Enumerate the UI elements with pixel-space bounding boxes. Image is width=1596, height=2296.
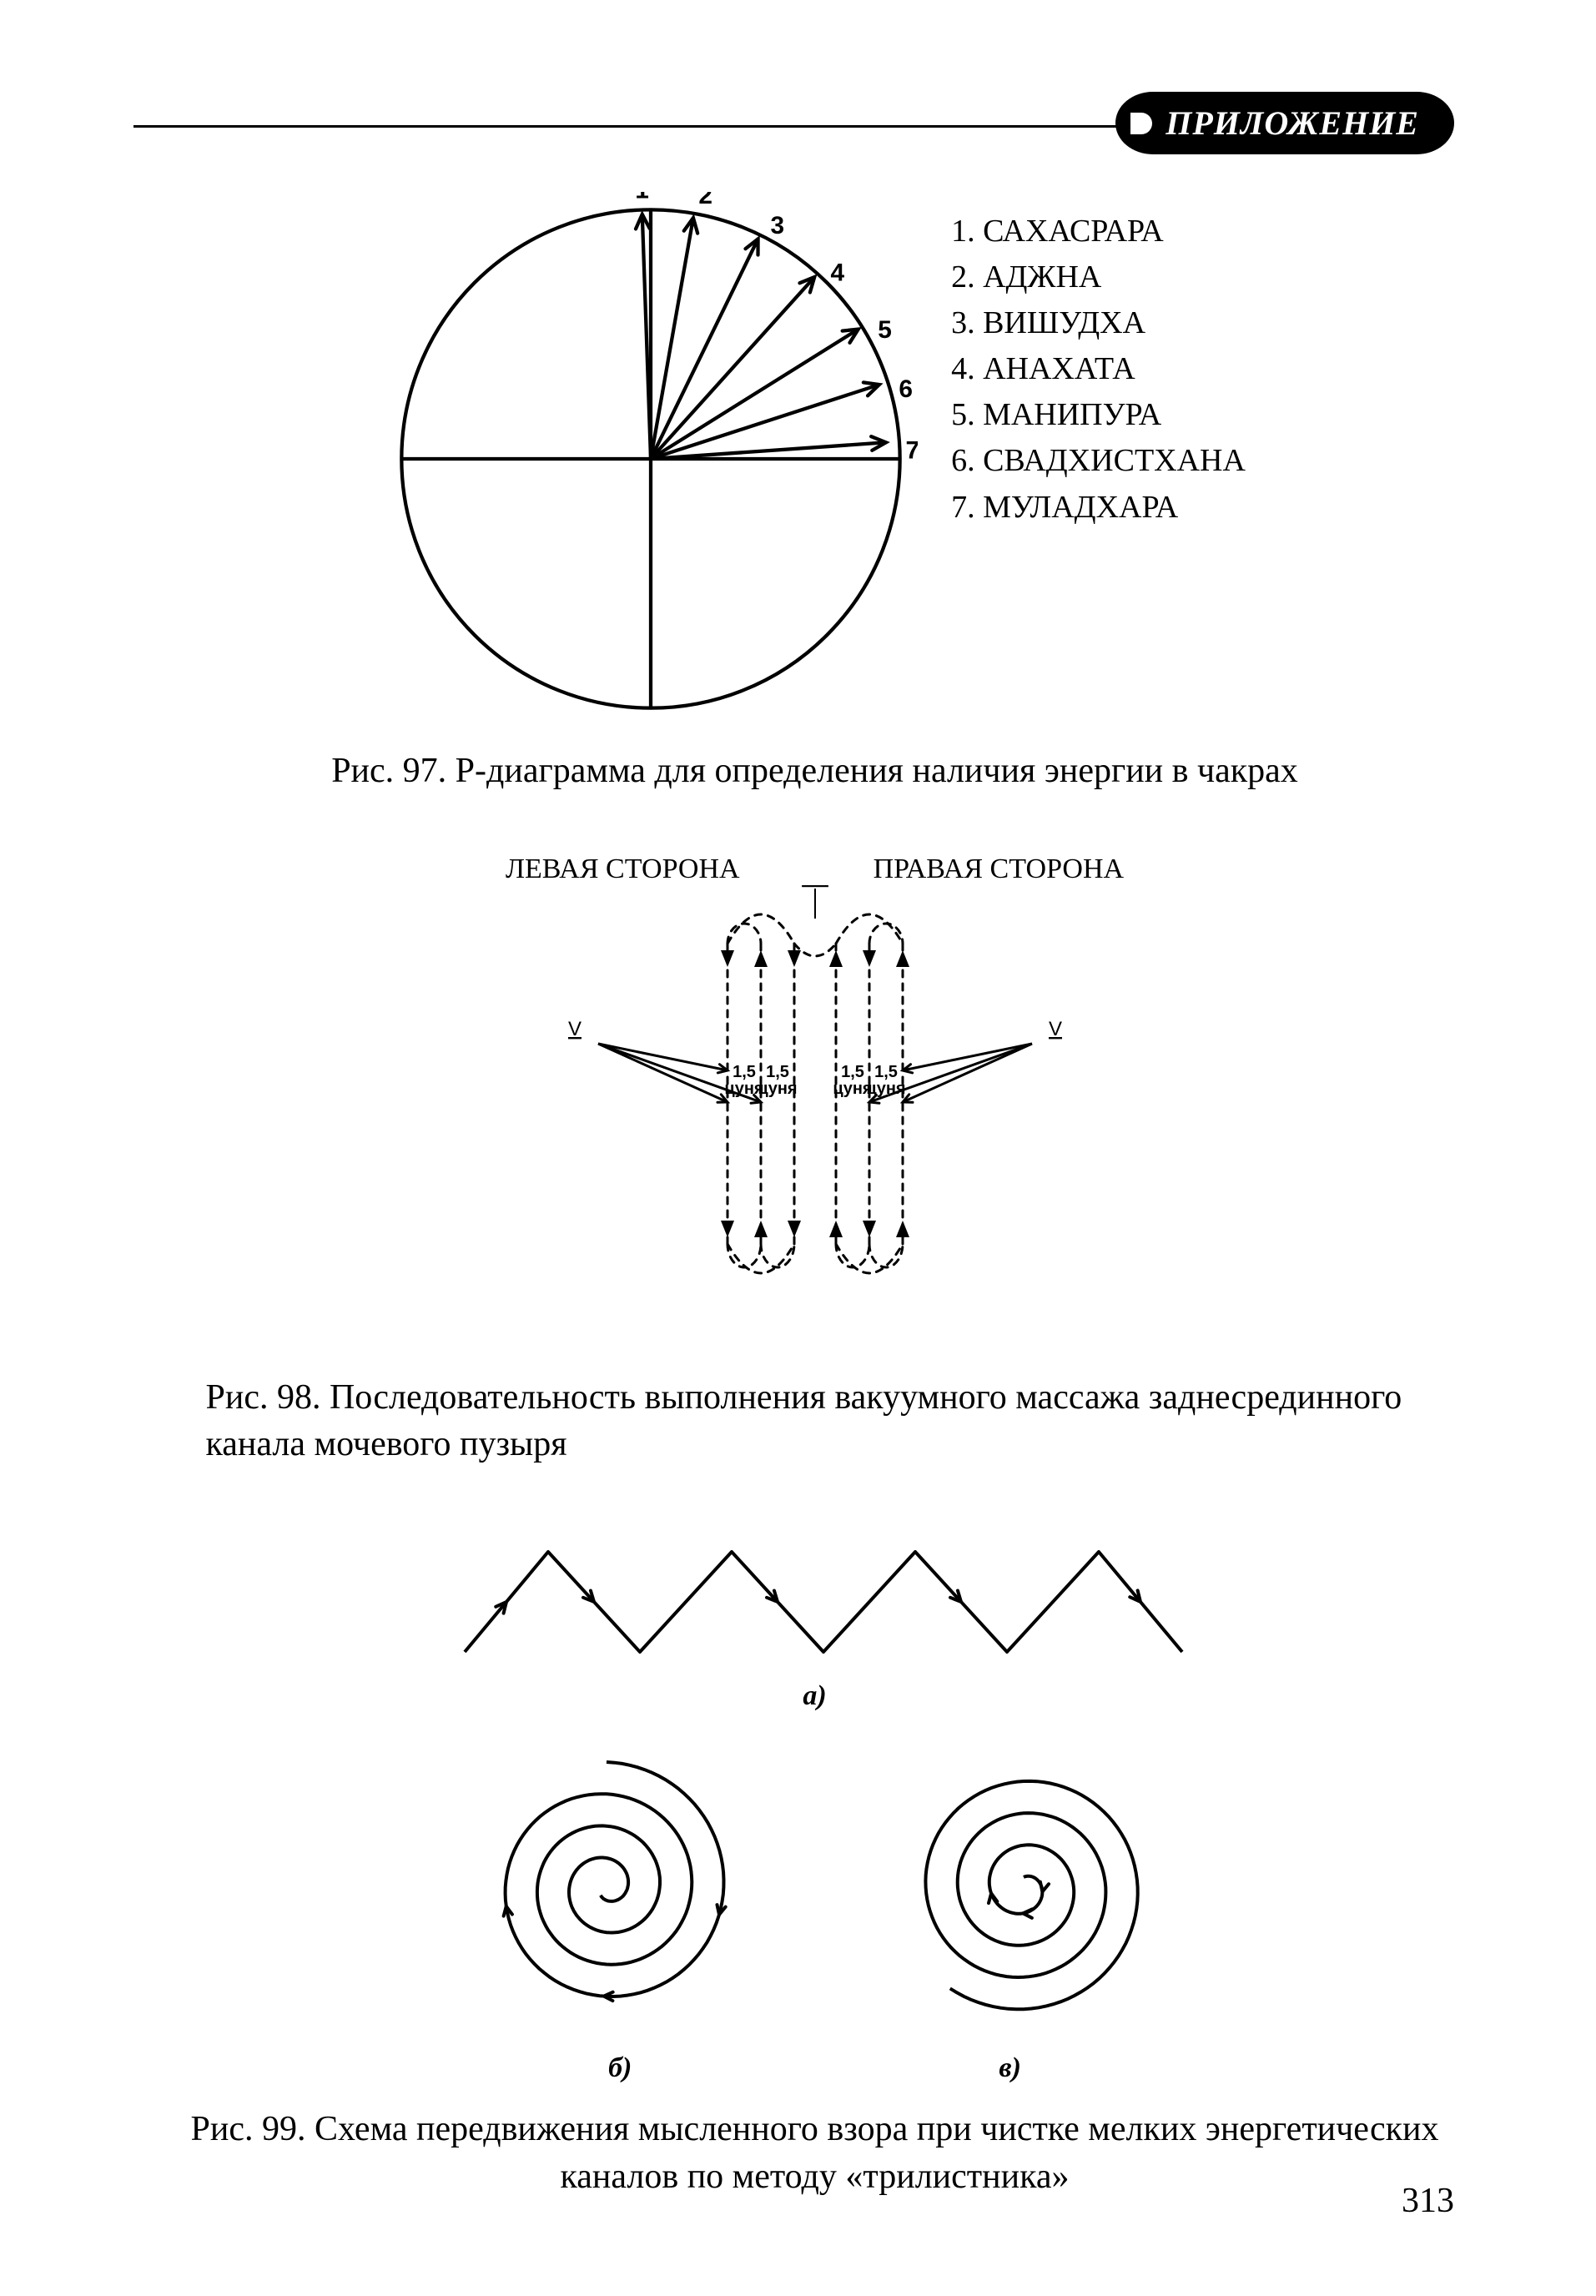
fig98-side-labels: ЛЕВАЯ СТОРОНА ПРАВАЯ СТОРОНА <box>133 853 1496 885</box>
svg-text:5: 5 <box>878 316 892 344</box>
fig97-legend-item: 1. САХАСРАРА <box>951 209 1246 254</box>
figure-98: VG1,5цуня1,5цуня1,5цуня1,5цуняVV <box>133 885 1496 1352</box>
fig99-label-a: а) <box>133 1680 1496 1712</box>
header-badge: ПРИЛОЖЕНИЕ <box>1115 92 1454 154</box>
fig97-legend-item: 2. АДЖНА <box>951 254 1246 300</box>
svg-text:1,5: 1,5 <box>841 1063 864 1081</box>
figure-97: 1 2 3 4 5 6 7 1. САХАСРАРА2. АДЖНА3. ВИШУДХА4.… <box>133 192 1496 726</box>
page-number: 313 <box>1402 2181 1454 2221</box>
page: ПРИЛОЖЕНИЕ 1234567 1. САХАСРАРА2. АДЖНА3… <box>0 0 1596 2296</box>
svg-text:7: 7 <box>906 436 919 464</box>
fig99-sublabels: б) в) <box>133 2052 1496 2084</box>
svg-text:1,5: 1,5 <box>766 1063 789 1081</box>
fig97-legend-item: 5. МАНИПУРА <box>951 392 1246 438</box>
fig99-zigzag-svg <box>406 1527 1224 1677</box>
svg-text:2: 2 <box>698 192 712 209</box>
svg-text:V: V <box>567 1018 581 1040</box>
fig97-caption: Рис. 97. Р-диаграмма для определения нал… <box>189 748 1441 795</box>
svg-text:4: 4 <box>831 259 845 286</box>
figure-99-zigzag: а) <box>133 1527 1496 1712</box>
svg-text:VG: VG <box>802 885 828 888</box>
fig97-legend: 1. САХАСРАРА2. АДЖНА3. ВИШУДХА4. АНАХАТА… <box>951 209 1246 531</box>
fig97-legend-item: 3. ВИШУДХА <box>951 300 1246 346</box>
svg-text:цуня: цуня <box>758 1080 797 1098</box>
fig99-caption: Рис. 99. Схема передвижения мысленного в… <box>189 2106 1441 2200</box>
fig98-right-label: ПРАВАЯ СТОРОНА <box>874 853 1124 885</box>
fig99-label-b: б) <box>608 2052 632 2084</box>
fig97-legend-item: 6. СВАДХИСТХАНА <box>951 438 1246 484</box>
fig99-spirals-svg <box>398 1729 1232 2046</box>
svg-text:6: 6 <box>899 375 913 403</box>
svg-text:V: V <box>1049 1018 1062 1040</box>
fig97-svg: 1 2 3 4 5 6 7 <box>384 192 918 726</box>
page-header: ПРИЛОЖЕНИЕ <box>133 50 1496 184</box>
fig98-svg: VG1,5цуня1,5цуня1,5цуня1,5цуняVV <box>440 885 1191 1352</box>
svg-text:1: 1 <box>635 192 649 204</box>
svg-text:1,5: 1,5 <box>874 1063 898 1081</box>
figure-99-spirals: б) в) <box>133 1729 1496 2084</box>
fig99-label-c: в) <box>999 2052 1021 2084</box>
svg-text:1,5: 1,5 <box>733 1063 756 1081</box>
fig97-legend-item: 7. МУЛАДХАРА <box>951 485 1246 531</box>
svg-text:3: 3 <box>771 212 785 239</box>
fig98-caption: Рис. 98. Последовательность выполнения в… <box>173 1374 1458 1468</box>
fig97-legend-item: 4. АНАХАТА <box>951 346 1246 392</box>
fig98-left-label: ЛЕВАЯ СТОРОНА <box>506 853 740 885</box>
